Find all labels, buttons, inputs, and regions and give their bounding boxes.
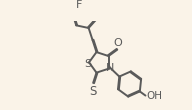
- Text: S: S: [89, 85, 96, 98]
- Text: OH: OH: [146, 91, 162, 101]
- Text: S: S: [84, 59, 91, 69]
- Text: O: O: [113, 38, 122, 48]
- Text: F: F: [76, 0, 82, 10]
- Text: N: N: [106, 63, 114, 73]
